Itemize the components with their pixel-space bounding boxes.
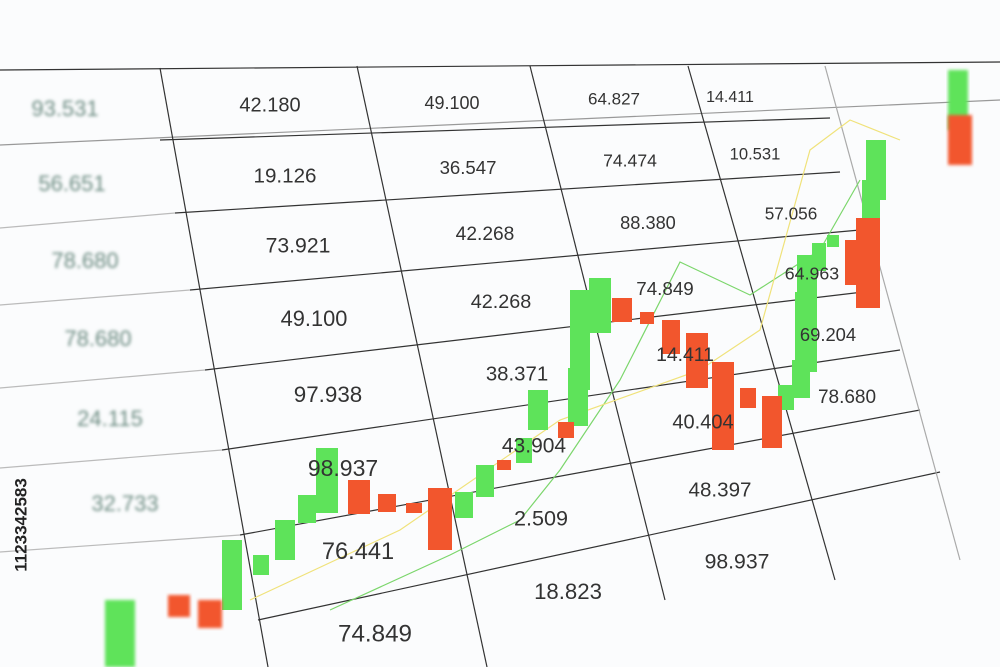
table-cell: 14.411	[656, 344, 714, 366]
table-cell: 76.441	[322, 539, 394, 565]
table-cell: 40.404	[672, 411, 733, 433]
table-cell: 78.680	[818, 387, 876, 408]
table-cell: 42.268	[456, 224, 515, 245]
table-cell: 32.733	[91, 491, 158, 516]
table-cell: 18.823	[534, 579, 602, 604]
table-cell: 38.371	[486, 363, 548, 385]
table-cell: 88.380	[620, 213, 676, 233]
table-cell: 98.937	[308, 455, 378, 481]
candlesticks	[105, 70, 972, 667]
table-cell: 78.680	[51, 248, 118, 273]
table-cell: 42.180	[239, 94, 300, 116]
table-cell: 74.474	[603, 151, 657, 171]
table-cell: 49.100	[424, 93, 479, 113]
table-cell: 43.904	[502, 435, 567, 458]
table-cell: 49.100	[281, 306, 348, 331]
table-cell: 74.849	[636, 278, 693, 299]
table-cell: 74.849	[338, 620, 412, 647]
table-cell: 78.680	[64, 326, 131, 351]
table-cell: 64.827	[588, 89, 640, 108]
table-cell: 93.531	[31, 96, 98, 121]
watermark: 1123342583	[11, 478, 30, 572]
table-cell: 73.921	[266, 235, 331, 258]
table-cells: 93.531 56.651 78.680 78.680 24.115 32.733 42.1…	[31, 89, 876, 647]
table-cell: 56.651	[38, 171, 105, 196]
table-cell: 97.938	[294, 382, 362, 407]
table-cell: 48.397	[689, 478, 752, 501]
table-cell: 2.509	[514, 506, 568, 531]
table-cell: 36.547	[440, 157, 497, 178]
table-cell: 64.963	[785, 264, 839, 284]
trend-line	[249, 119, 901, 601]
table-cell: 57.056	[765, 204, 818, 224]
table-cell: 69.204	[800, 324, 856, 345]
down-candles	[168, 115, 972, 628]
table-cell: 42.268	[471, 291, 532, 313]
up-candles	[105, 70, 968, 667]
table-cell: 14.411	[706, 89, 754, 106]
trend-line	[329, 179, 861, 611]
table-cell: 98.937	[705, 551, 770, 574]
table-cell: 19.126	[254, 164, 317, 187]
table-cell: 10.531	[730, 144, 781, 163]
table-cell: 24.115	[77, 406, 143, 431]
table-grid	[0, 61, 1000, 667]
